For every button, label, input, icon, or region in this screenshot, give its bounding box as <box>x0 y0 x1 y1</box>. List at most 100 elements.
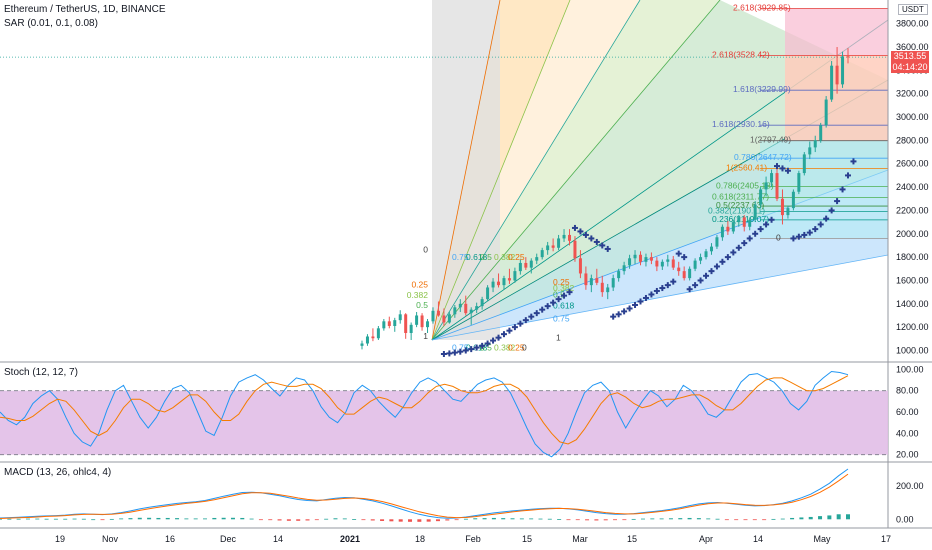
price-tick-label: 1400.00 <box>896 299 929 309</box>
sar-dot <box>675 250 682 257</box>
sar-dot <box>730 249 737 256</box>
macd-hist-bar <box>696 518 701 520</box>
candle-body <box>813 140 817 148</box>
fib-level-label: 1(2560.41) <box>726 162 767 172</box>
sar-dot <box>774 163 781 170</box>
candle-body <box>404 314 408 333</box>
sar-dot <box>817 221 824 228</box>
macd-hist-bar <box>165 517 170 520</box>
fib-level-label: 0.236(2119.07) <box>712 214 769 224</box>
macd-hist-bar <box>305 519 310 521</box>
stoch-legend[interactable]: Stoch (12, 12, 7) <box>4 367 78 378</box>
macd-hist-bar <box>389 519 394 522</box>
candle-body <box>458 303 462 308</box>
candle-body <box>420 315 424 328</box>
time-tick-label: 2021 <box>340 534 360 544</box>
macd-line <box>0 468 849 519</box>
candle-body <box>562 234 566 239</box>
candle-body <box>731 222 735 232</box>
sar-dot <box>588 235 595 242</box>
time-tick-label: May <box>813 534 831 544</box>
macd-hist-bar <box>81 518 86 520</box>
sar-dot <box>479 342 486 349</box>
symbol-legend[interactable]: Ethereum / TetherUS, 1D, BINANCE <box>4 4 166 15</box>
fan-label-left: 0.5 <box>416 300 428 310</box>
candle-body <box>709 246 713 252</box>
sar-dot <box>768 216 775 223</box>
fan-label-bottom: 0 <box>522 342 527 352</box>
fib-fan-line <box>431 0 501 341</box>
candle-body <box>409 324 413 333</box>
sar-dot <box>850 158 857 165</box>
macd-hist-bar <box>342 518 347 520</box>
macd-hist-bar <box>258 519 263 521</box>
macd-hist-bar <box>53 518 58 520</box>
macd-hist-bar <box>640 518 645 520</box>
macd-hist-bar <box>547 518 552 520</box>
sar-dot <box>610 313 617 320</box>
candle-body <box>726 226 730 232</box>
macd-hist-bar <box>109 518 114 520</box>
fan-label-top: 0.5 <box>480 252 492 262</box>
candle-body <box>791 191 795 209</box>
stoch-tick-label: 80.00 <box>896 386 919 396</box>
candle-body <box>551 245 555 248</box>
macd-hist-bar <box>771 518 776 520</box>
time-tick-label: Nov <box>102 534 119 544</box>
price-tick-label: 1800.00 <box>896 252 929 262</box>
candle-body <box>546 245 550 251</box>
candle-body <box>426 321 430 328</box>
sar-dot <box>784 167 791 174</box>
stoch-tick-label: 100.00 <box>896 364 924 374</box>
candle-body <box>387 321 391 326</box>
candle-body <box>595 278 599 283</box>
fib-level-label: 2.618(3528.42) <box>712 49 770 59</box>
last-price-value: 3513.55 <box>893 51 927 61</box>
macd-hist-bar <box>35 518 40 520</box>
sar-dot <box>577 228 584 235</box>
candle-body <box>770 173 774 183</box>
macd-hist-bar <box>277 519 282 521</box>
macd-legend[interactable]: MACD (13, 26, ohlc4, 4) <box>4 467 111 478</box>
sar-dot <box>708 268 715 275</box>
sar-legend[interactable]: SAR (0.01, 0.1, 0.08) <box>4 18 98 29</box>
candle-body <box>584 273 588 286</box>
macd-hist-bar <box>734 519 739 521</box>
macd-hist-bar <box>631 518 636 520</box>
candle-body <box>447 314 451 323</box>
sar-dot <box>763 221 770 228</box>
candle-body <box>518 262 522 272</box>
fan-label-bottom: 0.25 <box>508 342 525 352</box>
candle-body <box>649 257 653 261</box>
macd-hist-bar <box>408 519 413 522</box>
fib-level-label: 1.618(3229.99) <box>733 84 791 94</box>
sar-dot <box>500 331 507 338</box>
fib-level-label: 0.5(2237.63) <box>716 200 764 210</box>
macd-hist-bar <box>668 518 673 520</box>
candle-body <box>442 315 446 323</box>
macd-hist-bar <box>25 518 30 520</box>
candle-body <box>475 306 479 310</box>
price-tick-label: 3600.00 <box>896 42 929 52</box>
unit-badge[interactable]: USDT <box>898 4 928 15</box>
stoch-tick-label: 40.00 <box>896 428 919 438</box>
candle-body <box>376 328 380 339</box>
sar-dot <box>599 242 606 249</box>
candle-body <box>524 262 528 268</box>
fib-level-label: 0.382(2190.11) <box>708 206 765 216</box>
candle-body <box>824 99 828 126</box>
price-tick-label: 1000.00 <box>896 345 929 355</box>
fan-label-bottom: 0.5 <box>480 342 492 352</box>
macd-hist-bar <box>286 519 291 521</box>
fib-level-label: 2.618(3929.85) <box>733 3 791 13</box>
macd-hist-bar <box>380 519 385 521</box>
candle-body <box>436 310 440 316</box>
candle-body <box>764 182 768 190</box>
macd-hist-bar <box>585 519 590 521</box>
sar-dot <box>741 240 748 247</box>
sar-dot <box>490 337 497 344</box>
macd-hist-bar <box>324 518 329 520</box>
time-tick-label: Feb <box>465 534 481 544</box>
macd-hist-bar <box>175 518 180 520</box>
